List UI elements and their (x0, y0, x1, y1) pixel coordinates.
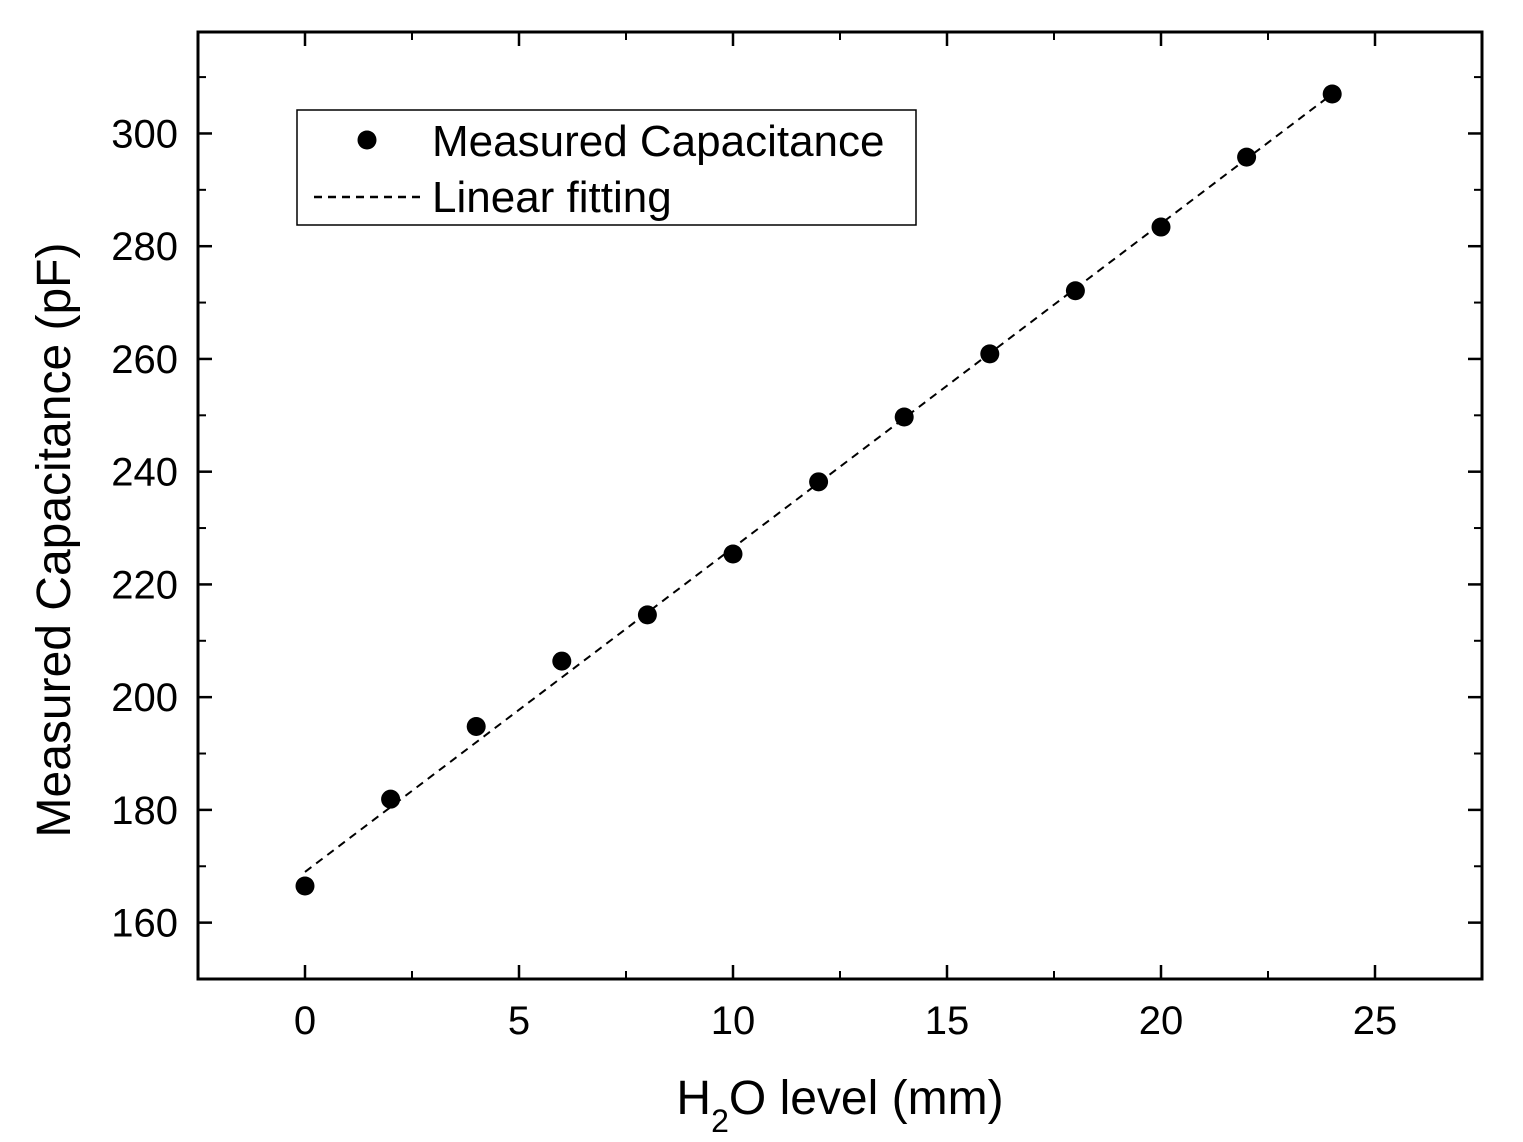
data-point (1151, 217, 1171, 237)
data-point (1065, 281, 1085, 301)
x-tick-label: 15 (925, 999, 970, 1043)
data-points-layer (295, 84, 1342, 896)
y-tick-label: 220 (111, 563, 178, 607)
x-tick-label: 0 (294, 999, 316, 1043)
x-label-prefix: H (676, 1072, 711, 1125)
x-tick-label: 10 (711, 999, 756, 1043)
y-tick-label: 180 (111, 789, 178, 833)
y-axis-label: Measured Capacitance (pF) (28, 243, 81, 838)
data-point (552, 651, 572, 671)
y-tick-label: 300 (111, 112, 178, 156)
x-label-suffix: O level (mm) (729, 1072, 1004, 1125)
legend: Measured Capacitance Linear fitting (296, 109, 917, 226)
y-tick-label: 240 (111, 451, 178, 495)
x-axis-label: H2O level (mm) (676, 1072, 1003, 1139)
x-tick-label: 20 (1139, 999, 1184, 1043)
x-label-subscript: 2 (711, 1103, 729, 1139)
y-tick-label: 200 (111, 676, 178, 720)
data-point (723, 544, 743, 564)
legend-box (296, 109, 917, 226)
data-point (295, 876, 315, 896)
y-tick-label: 260 (111, 338, 178, 382)
y-axis-ticks: 160 180 200 220 240 260 280 300 (111, 76, 1482, 980)
legend-marker-measured (357, 130, 377, 150)
data-point (1237, 147, 1257, 167)
legend-label-fit: Linear fitting (432, 173, 672, 222)
data-point (381, 789, 401, 809)
data-point (466, 716, 486, 736)
data-point (980, 344, 1000, 364)
data-point (637, 605, 657, 625)
x-tick-label: 25 (1353, 999, 1398, 1043)
y-tick-label: 280 (111, 225, 178, 269)
data-point (894, 407, 914, 427)
x-tick-label: 5 (508, 999, 530, 1043)
data-point (809, 472, 829, 492)
x-axis-ticks: 0 5 10 15 20 25 (197, 32, 1483, 1043)
y-tick-label: 160 (111, 902, 178, 946)
legend-label-measured: Measured Capacitance (432, 117, 884, 166)
data-point (1322, 84, 1342, 104)
